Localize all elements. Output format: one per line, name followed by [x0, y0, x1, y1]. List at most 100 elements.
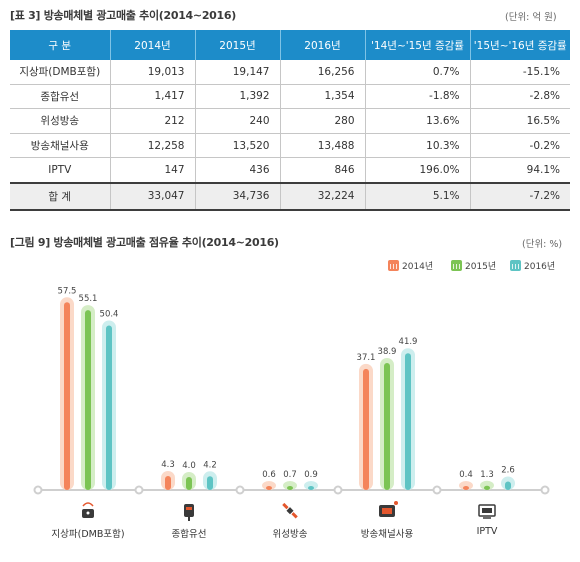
antenna-icon	[82, 502, 94, 518]
table-row: 지상파(DMB포함) 19,013 19,147 16,256 0.7% -15.1%	[10, 60, 570, 85]
x-axis-label: 종합유선	[171, 529, 207, 540]
bar-2014년	[64, 302, 70, 490]
table-cell: -1.8%	[364, 84, 470, 110]
table-cell: 240	[194, 108, 280, 134]
table-cell: 10.3%	[364, 133, 470, 159]
calendar-icon	[510, 260, 521, 271]
calendar-icon	[388, 260, 399, 271]
table-cell: 1,417	[109, 84, 195, 110]
table-row: IPTV 147 436 846 196.0% 94.1%	[10, 157, 570, 184]
table-cell: 13,520	[194, 133, 280, 159]
table-cell: 합 계	[10, 181, 110, 211]
legend-item-2016: 2016년	[510, 259, 555, 272]
table-cell: 32,224	[279, 181, 365, 211]
x-axis-label: 방송채널사용	[360, 529, 414, 540]
table-cell: 280	[279, 108, 365, 134]
table-caption: [표 3] 방송매체별 광고매출 추이(2014~2016)	[10, 9, 236, 22]
bar-2015년	[85, 310, 91, 490]
table-cell: -2.8%	[469, 84, 570, 110]
iptv-icon	[478, 504, 496, 519]
table-cell: 13.6%	[364, 108, 470, 134]
data-label: 37.1	[357, 353, 376, 363]
table-cell: 33,047	[109, 181, 195, 211]
table-row: 위성방송 212 240 280 13.6% 16.5%	[10, 108, 570, 134]
bar-2016년	[207, 476, 213, 490]
bar-2015년	[287, 486, 293, 490]
bar-2016년	[405, 353, 411, 490]
data-label: 4.0	[182, 461, 196, 471]
table-row: 방송채널사용 12,258 13,520 13,488 10.3% -0.2%	[10, 133, 570, 159]
table-cell: 1,354	[279, 84, 365, 110]
bar-2016년	[505, 481, 511, 490]
data-label: 4.3	[161, 460, 175, 470]
figure-caption: [그림 9] 방송매체별 광고매출 점유율 추이(2014~2016)	[10, 236, 279, 249]
table-cell: 종합유선	[10, 84, 110, 110]
data-label: 50.4	[100, 309, 119, 319]
legend-label: 2014년	[402, 262, 434, 272]
channel-tv-icon	[379, 501, 398, 517]
cable-icon	[184, 504, 194, 521]
table-cell: IPTV	[10, 157, 110, 184]
data-label: 55.1	[79, 294, 98, 304]
bar-2014년	[165, 475, 171, 490]
table-total-row: 합 계 33,047 34,736 32,224 5.1% -7.2%	[10, 181, 570, 211]
table-cell: 0.7%	[364, 60, 470, 85]
data-label: 41.9	[399, 337, 418, 347]
bar-2015년	[484, 485, 490, 490]
bar-2014년	[463, 486, 469, 490]
data-label: 1.3	[480, 470, 494, 480]
axis-dot	[333, 485, 343, 495]
table-cell: 5.1%	[364, 181, 470, 211]
table-cell: 13,488	[279, 133, 365, 159]
table-cell: 방송채널사용	[10, 133, 110, 159]
header-change-15-16: '15년~'16년 증감률	[469, 30, 570, 60]
header-2014: 2014년	[109, 30, 195, 60]
table-cell: 1,392	[194, 84, 280, 110]
bar-2014년	[363, 368, 369, 490]
table-cell: 19,147	[194, 60, 280, 85]
table-cell: 16,256	[279, 60, 365, 85]
bar-2014년	[266, 486, 272, 490]
data-label: 0.7	[283, 470, 297, 480]
table-unit: (단위: 억 원)	[505, 12, 557, 23]
table-cell: 147	[109, 157, 195, 184]
header-change-14-15: '14년~'15년 증감률	[364, 30, 470, 60]
data-label: 4.2	[203, 460, 217, 470]
axis-dot	[540, 485, 550, 495]
table-cell: 34,736	[194, 181, 280, 211]
table-cell: 846	[279, 157, 365, 184]
bar-2015년	[384, 363, 390, 490]
bar-halo	[459, 481, 473, 490]
data-label: 0.6	[262, 470, 276, 480]
ad-revenue-table: 구 분 2014년 2015년 2016년 '14년~'15년 증감률 '15년…	[10, 30, 570, 211]
table-cell: 지상파(DMB포함)	[10, 60, 110, 85]
table-cell: 16.5%	[469, 108, 570, 134]
header-2016: 2016년	[279, 30, 365, 60]
x-axis-label: IPTV	[476, 526, 498, 537]
legend-item-2015: 2015년	[451, 259, 496, 272]
table-cell: -15.1%	[469, 60, 570, 85]
figure-unit: (단위: %)	[522, 239, 563, 250]
axis-dot	[235, 485, 245, 495]
bar-halo	[283, 481, 297, 490]
bar-2015년	[186, 476, 192, 490]
x-axis-label: 위성방송	[272, 529, 308, 540]
legend-label: 2015년	[465, 262, 497, 272]
table-cell: -7.2%	[469, 181, 570, 211]
table-cell: 위성방송	[10, 108, 110, 134]
axis-dot	[134, 485, 144, 495]
table-cell: 12,258	[109, 133, 195, 159]
bar-2016년	[308, 486, 314, 490]
data-label: 38.9	[378, 347, 397, 357]
bar-halo	[304, 481, 318, 490]
bar-2016년	[106, 325, 112, 490]
header-2015: 2015년	[194, 30, 280, 60]
table-cell: 19,013	[109, 60, 195, 85]
bar-halo	[262, 481, 276, 490]
axis-dot	[33, 485, 43, 495]
legend-item-2014: 2014년	[388, 259, 433, 272]
data-label: 57.5	[58, 286, 77, 296]
satellite-icon	[282, 502, 298, 519]
data-label: 0.4	[459, 470, 473, 480]
table-header-row: 구 분 2014년 2015년 2016년 '14년~'15년 증감률 '15년…	[10, 30, 570, 60]
